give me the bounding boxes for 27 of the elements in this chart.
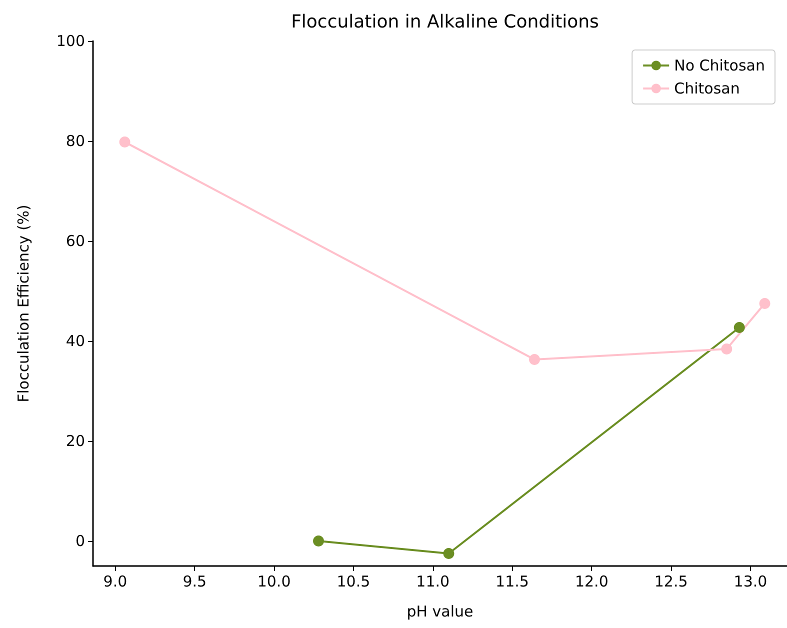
point <box>529 354 540 365</box>
x-axis-title: pH value <box>406 602 474 620</box>
y-tick-label: 60 <box>66 232 85 250</box>
point <box>313 536 324 546</box>
point <box>734 322 745 333</box>
x-tick-label: 11.0 <box>416 572 450 590</box>
x-tick-label: 10.0 <box>257 572 291 590</box>
legend-label: Chitosan <box>674 80 740 98</box>
x-tick-label: 13.0 <box>734 572 768 590</box>
x-tick-label: 12.0 <box>574 572 608 590</box>
y-tick-label: 20 <box>66 432 85 450</box>
y-tick-label: 0 <box>75 532 85 550</box>
x-tick-label: 11.5 <box>496 572 529 590</box>
x-tick-label: 12.5 <box>654 572 688 590</box>
chart-title: Flocculation in Alkaline Conditions <box>291 12 599 32</box>
point <box>759 298 770 309</box>
x-tick-label: 10.5 <box>336 572 370 590</box>
y-tick-label: 80 <box>66 132 85 150</box>
x-tick-label: 9.5 <box>182 572 207 590</box>
y-tick-label: 100 <box>56 32 85 50</box>
point <box>721 344 732 354</box>
legend-label: No Chitosan <box>674 56 766 74</box>
y-tick-label: 40 <box>66 332 85 350</box>
point <box>119 136 130 148</box>
y-axis-title: Flocculation Efficiency (%) <box>14 204 32 402</box>
x-tick-label: 9.0 <box>103 572 128 590</box>
point <box>443 548 454 559</box>
